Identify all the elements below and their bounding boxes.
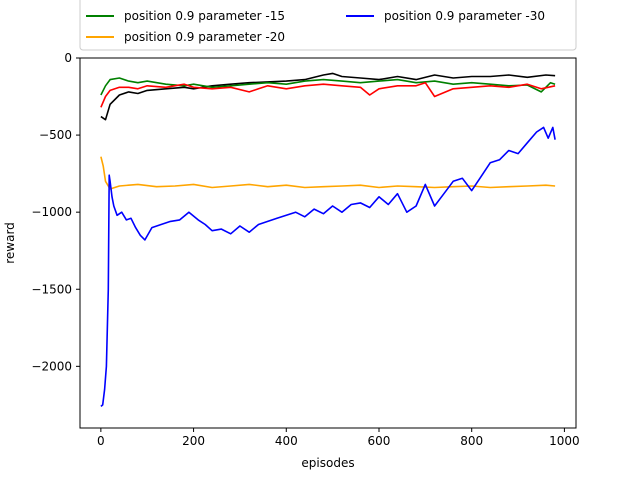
x-tick-label: 800 — [460, 434, 483, 448]
legend-box — [79, 0, 577, 51]
x-tick-label: 1000 — [549, 434, 580, 448]
x-tick-label: 400 — [275, 434, 298, 448]
y-axis: 0 −500 −1000 −1500 −2000 — [31, 51, 80, 373]
series-line-4 — [100, 126, 556, 408]
y-tick-label: 0 — [64, 51, 72, 65]
y-axis-label: reward — [3, 222, 17, 264]
x-tick-label: 0 — [97, 434, 105, 448]
series-layer — [100, 72, 556, 408]
y-tick-label: −2000 — [31, 359, 72, 373]
series-line-3 — [100, 156, 556, 190]
legend-label-parameter-15: position 0.9 parameter -15 — [124, 9, 285, 23]
y-tick-label: −1500 — [31, 282, 72, 296]
x-tick-label: 200 — [182, 434, 205, 448]
legend-label-parameter-20: position 0.9 parameter -20 — [124, 30, 285, 44]
legend-label-parameter-30: position 0.9 parameter -30 — [384, 9, 545, 23]
x-tick-label: 600 — [368, 434, 391, 448]
x-axis: 0 200 400 600 800 1000 — [97, 428, 580, 448]
y-tick-label: −500 — [39, 128, 72, 142]
series-line-2 — [100, 81, 556, 108]
y-tick-label: −1000 — [31, 205, 72, 219]
series-line-1 — [100, 77, 556, 96]
plot-frame — [79, 57, 577, 429]
series-line-0 — [100, 72, 556, 121]
legend: position 0.9 parameter -15 position 0.9 … — [79, 0, 577, 51]
x-axis-label: episodes — [301, 456, 354, 470]
